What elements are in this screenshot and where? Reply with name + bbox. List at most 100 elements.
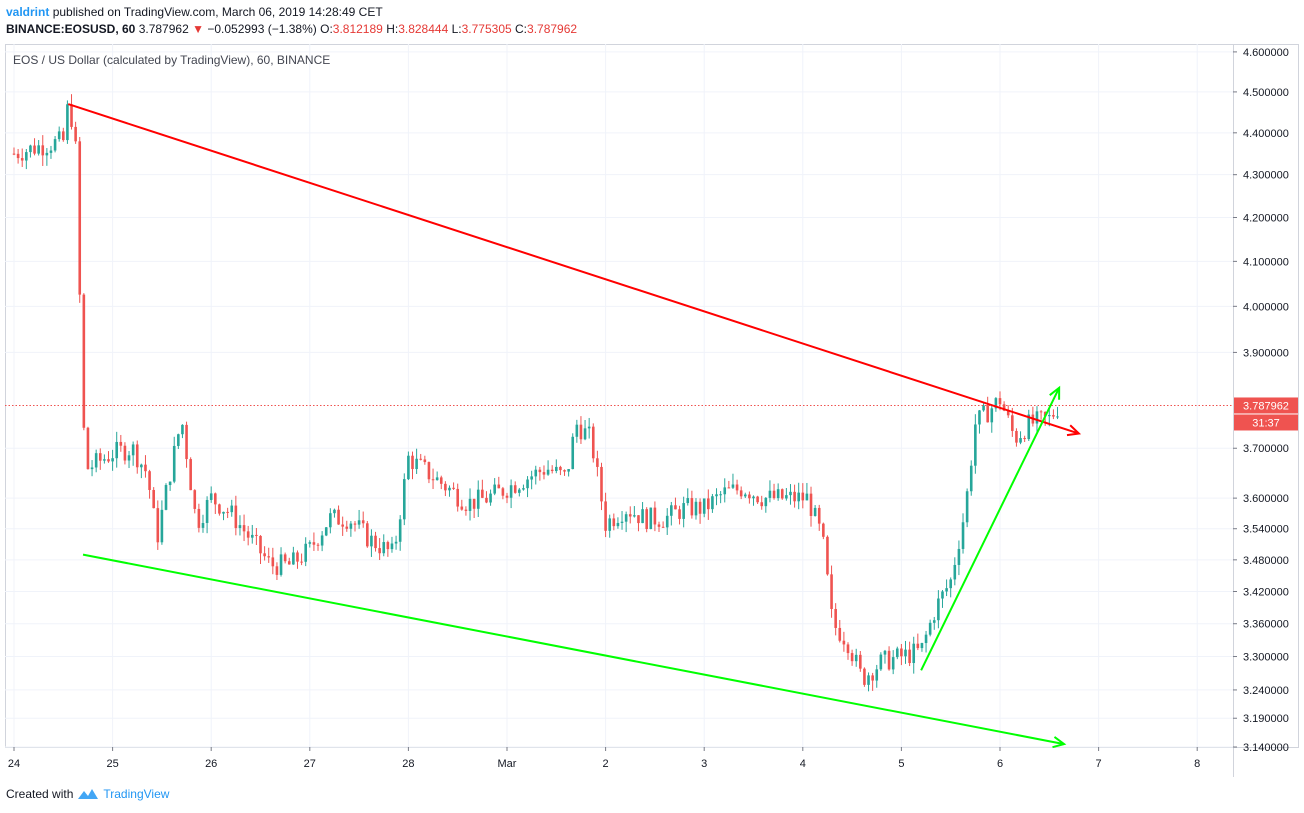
candle-body — [57, 131, 61, 140]
candle-body — [559, 466, 562, 471]
y-tick-label: 4.500000 — [1243, 87, 1289, 99]
candle-body — [1011, 415, 1014, 431]
candle-body — [353, 523, 357, 525]
created-with-text: Created with — [6, 787, 74, 801]
candle-body — [283, 554, 287, 562]
candle-body — [748, 494, 751, 499]
candle-body — [152, 489, 155, 509]
candle-body — [616, 522, 620, 527]
candle-body — [945, 588, 948, 592]
candle-body — [867, 675, 870, 685]
candle-body — [908, 649, 911, 664]
author-link[interactable]: valdrint — [6, 5, 50, 19]
candle-body — [854, 654, 858, 662]
candle-body — [16, 153, 20, 159]
candle-body — [296, 552, 299, 562]
candle-body — [633, 515, 636, 517]
y-tick-label: 3.900000 — [1243, 347, 1289, 359]
candle-body — [12, 153, 16, 155]
candle-body — [678, 509, 681, 519]
candle-body — [316, 544, 320, 546]
candle-body — [912, 643, 916, 664]
y-tick-label: 3.140000 — [1243, 742, 1289, 754]
candle-body — [723, 487, 727, 495]
candle-body — [793, 491, 796, 502]
x-tick-label: 27 — [304, 758, 316, 770]
candle-body — [164, 485, 168, 510]
candle-body — [620, 521, 624, 523]
candle-body — [394, 541, 398, 544]
candle-body — [809, 493, 813, 516]
candle-body — [456, 488, 459, 507]
candle-body — [932, 620, 936, 623]
candle-body — [250, 534, 254, 538]
candle-body — [386, 542, 390, 550]
candle-body — [969, 465, 973, 492]
candle-body — [571, 436, 575, 470]
candle-body — [719, 494, 722, 496]
candle-body — [189, 459, 192, 491]
candle-body — [961, 522, 965, 549]
candlestick-chart[interactable]: 4.600000 4.500000 4.400000 4.300000 4.200000… — [5, 44, 1299, 777]
open-value: 3.812189 — [332, 22, 383, 36]
candle-body — [94, 453, 98, 468]
y-tick-label: 3.480000 — [1243, 555, 1289, 567]
candle-body — [542, 472, 546, 475]
candle-body — [452, 487, 455, 489]
candle-body — [439, 477, 443, 484]
trendline-resistance — [67, 103, 1080, 435]
x-tick-label: Mar — [498, 758, 517, 770]
x-tick-label: 5 — [898, 758, 904, 770]
candle-body — [694, 501, 698, 516]
candle-body — [916, 643, 920, 649]
candle-body — [957, 548, 961, 565]
candle-body — [444, 483, 447, 491]
candle-body — [485, 497, 488, 503]
candle-body — [53, 139, 57, 151]
candle-body — [600, 466, 603, 502]
tradingview-brand-link[interactable]: TradingView — [103, 787, 170, 801]
candle-body — [168, 481, 172, 486]
candle-body — [1006, 410, 1010, 416]
x-tick-label: 26 — [205, 758, 217, 770]
candle-body — [135, 444, 139, 468]
candle-body — [357, 520, 361, 525]
candle-body — [579, 424, 583, 440]
y-tick-label: 4.100000 — [1243, 256, 1289, 268]
candle-body — [530, 476, 533, 480]
candle-body — [160, 509, 164, 543]
candle-body — [29, 145, 32, 153]
candle-body — [801, 492, 805, 501]
candle-body — [1052, 415, 1055, 417]
candle-body — [953, 564, 957, 580]
x-tick-label: 28 — [402, 758, 414, 770]
symbol-label: BINANCE:EOSUSD, 60 — [6, 22, 136, 36]
candle-body — [526, 479, 529, 489]
candle-body — [817, 507, 821, 524]
candle-body — [238, 525, 242, 529]
candle-body — [86, 427, 90, 470]
y-tick-label: 4.400000 — [1243, 128, 1289, 140]
candle-body — [690, 498, 694, 516]
candle-body — [287, 561, 291, 565]
tradingview-logo-icon — [78, 789, 99, 799]
y-tick-label: 4.300000 — [1243, 170, 1289, 182]
candle-body — [928, 622, 932, 635]
candle-body — [460, 506, 464, 510]
candle-body — [567, 469, 570, 472]
candle-body — [641, 509, 644, 524]
trendline-arrowhead — [1049, 385, 1061, 400]
chart-area[interactable]: 4.600000 4.500000 4.400000 4.300000 4.200000… — [5, 44, 1299, 777]
candle-body — [407, 455, 410, 480]
x-tick-label: 7 — [1096, 758, 1102, 770]
candle-body — [986, 405, 989, 423]
candle-body — [900, 648, 903, 657]
candle-body — [776, 489, 780, 499]
candle-body — [329, 513, 332, 528]
candle-body — [448, 487, 451, 491]
candle-body — [402, 479, 406, 520]
candle-body — [337, 509, 340, 525]
trendline-rally — [920, 387, 1061, 671]
candle-body — [550, 469, 554, 472]
close-value: 3.787962 — [527, 22, 578, 36]
